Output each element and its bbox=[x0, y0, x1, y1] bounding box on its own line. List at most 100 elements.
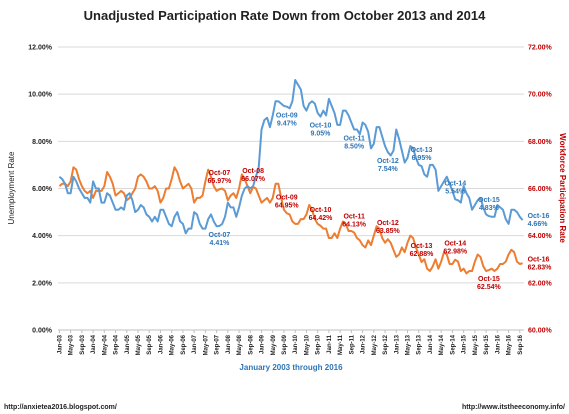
x-tick-label: May-13 bbox=[406, 334, 412, 355]
annotation-value: 65.97% bbox=[208, 178, 233, 185]
y-axis-label-left: Unemployment Rate bbox=[7, 151, 16, 224]
annotation-label: Oct-164.66% bbox=[528, 213, 550, 228]
x-tick-label: Sep-16 bbox=[518, 334, 524, 354]
annotation-value: 62.54% bbox=[477, 284, 502, 291]
x-tick-label: Sep-12 bbox=[383, 334, 389, 354]
annotation-label: Oct-109.05% bbox=[310, 123, 332, 138]
annotation-value: 62.88% bbox=[410, 251, 435, 258]
x-tick-label: May-15 bbox=[473, 334, 479, 355]
annotation-month: Oct-10 bbox=[310, 123, 332, 130]
annotation-value: 63.85% bbox=[376, 228, 401, 235]
annotation-label: Oct-154.83% bbox=[478, 197, 500, 212]
x-tick-label: Jan-12 bbox=[361, 334, 367, 354]
participation-rate-line bbox=[58, 166, 523, 275]
x-tick-label: Sep-13 bbox=[417, 334, 423, 354]
x-tick-label: May-16 bbox=[507, 334, 513, 355]
annotation-value: 4.41% bbox=[209, 240, 230, 247]
annotation-label: Oct-118.50% bbox=[343, 136, 365, 151]
x-tick-label: Jan-08 bbox=[226, 334, 232, 354]
y-tick-right: 60.00% bbox=[528, 328, 553, 335]
unemployment-rate-line bbox=[58, 79, 524, 235]
y-tick-right: 70.00% bbox=[528, 92, 553, 99]
annotation-month: Oct-16 bbox=[528, 213, 550, 220]
x-tick-label: Sep-11 bbox=[349, 334, 355, 354]
x-axis-label: January 2003 through 2016 bbox=[239, 363, 343, 372]
x-tick-label: May-03 bbox=[69, 334, 75, 355]
annotation-value: 9.05% bbox=[311, 131, 332, 138]
y-tick-left: 6.00% bbox=[32, 186, 53, 193]
annotation-value: 64.95% bbox=[275, 202, 300, 209]
x-tick-label: Jan-03 bbox=[57, 334, 63, 354]
y-tick-right: 72.00% bbox=[528, 45, 553, 52]
x-tick-label: May-09 bbox=[271, 334, 277, 355]
annotation-month: Oct-09 bbox=[276, 194, 298, 201]
x-tick-label: May-12 bbox=[372, 334, 378, 355]
annotation-label: Oct-136.95% bbox=[411, 147, 433, 162]
annotation-value: 62.83% bbox=[528, 264, 553, 271]
annotation-value: 8.50% bbox=[344, 144, 365, 151]
x-tick-label: Sep-07 bbox=[215, 334, 221, 354]
x-tick-label: Jan-11 bbox=[327, 334, 333, 353]
x-tick-label: Sep-09 bbox=[282, 334, 288, 354]
annotation-month: Oct-12 bbox=[377, 158, 399, 165]
x-tick-label: May-14 bbox=[439, 334, 445, 355]
y-tick-left: 0.00% bbox=[32, 328, 53, 335]
x-tick-label: May-06 bbox=[170, 334, 176, 355]
x-tick-label: Jan-07 bbox=[192, 334, 198, 354]
annotation-value: 4.66% bbox=[528, 221, 549, 228]
y-axis-label-right: Workforce Participation Rate bbox=[558, 133, 567, 243]
annotation-value: 4.83% bbox=[479, 205, 500, 212]
x-tick-label: Jan-09 bbox=[260, 334, 266, 354]
x-tick-label: Sep-14 bbox=[450, 334, 456, 354]
annotation-month: Oct-12 bbox=[377, 220, 399, 227]
annotation-label: Oct-099.47% bbox=[276, 113, 298, 128]
x-tick-label: Sep-03 bbox=[80, 334, 86, 354]
annotation-label: Oct-145.54% bbox=[444, 180, 466, 195]
y-tick-left: 4.00% bbox=[32, 233, 53, 240]
annotation-month: Oct-15 bbox=[478, 276, 500, 283]
x-tick-label: Sep-04 bbox=[114, 334, 120, 354]
x-tick-label: Sep-05 bbox=[147, 334, 153, 354]
annotation-value: 9.47% bbox=[277, 121, 298, 128]
x-tick-label: Jan-13 bbox=[394, 334, 400, 354]
left-axis-ticks: 0.00% 2.00% 4.00% 6.00% 8.00% 10.00% 12.00% bbox=[28, 45, 53, 335]
chart-title: Unadjusted Participation Rate Down from … bbox=[84, 8, 486, 23]
annotation-month: Oct-15 bbox=[478, 197, 500, 204]
x-tick-label: May-07 bbox=[203, 334, 209, 355]
x-tick-label: Sep-08 bbox=[248, 334, 254, 354]
x-tick-label: Jan-10 bbox=[293, 334, 299, 354]
x-tick-label: Sep-10 bbox=[316, 334, 322, 354]
right-axis-ticks: 60.00% 62.00% 64.00% 66.00% 68.00% 70.00% 72.0… bbox=[528, 45, 553, 335]
x-tick-label: May-08 bbox=[237, 334, 243, 355]
x-tick-label: Jan-16 bbox=[495, 334, 501, 354]
x-tick-label: Jan-06 bbox=[158, 334, 164, 354]
y-tick-right: 66.00% bbox=[528, 186, 553, 193]
x-tick-label: May-10 bbox=[304, 334, 310, 355]
footer-right-url: http://www.itstheeconomy.info/ bbox=[462, 404, 565, 411]
annotations: Oct-074.41%Oct-099.47% Oct-109.05%Oct-118… bbox=[208, 113, 553, 291]
x-tick-label: Sep-06 bbox=[181, 334, 187, 354]
annotation-value: 5.54% bbox=[445, 188, 466, 195]
annotation-value: 64.13% bbox=[342, 222, 367, 229]
annotation-month: Oct-08 bbox=[242, 168, 264, 175]
annotation-month: Oct-07 bbox=[209, 170, 231, 177]
x-tick-label: May-05 bbox=[136, 334, 142, 355]
series-lines bbox=[58, 79, 524, 275]
annotation-label: Oct-127.54% bbox=[377, 158, 399, 173]
annotation-month: Oct-14 bbox=[444, 241, 466, 248]
x-tick-label: May-11 bbox=[338, 334, 344, 355]
annotation-month: Oct-13 bbox=[411, 147, 433, 154]
annotation-month: Oct-10 bbox=[310, 207, 332, 214]
y-tick-left: 12.00% bbox=[28, 45, 53, 52]
annotation-value: 62.98% bbox=[443, 249, 468, 256]
x-tick-label: Jan-04 bbox=[91, 334, 97, 354]
